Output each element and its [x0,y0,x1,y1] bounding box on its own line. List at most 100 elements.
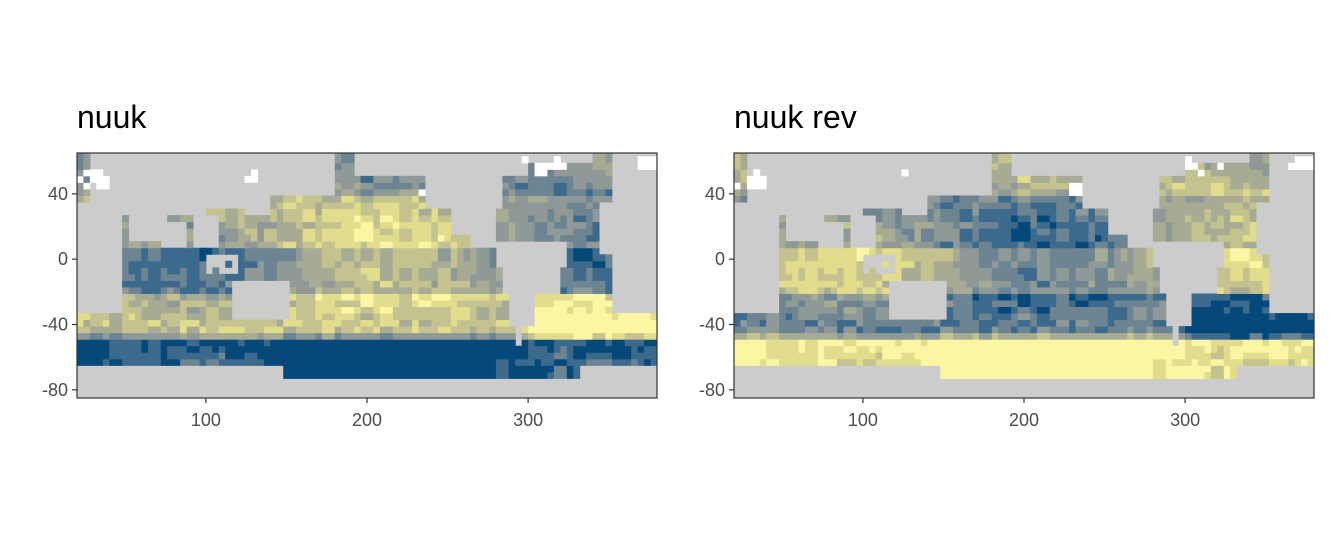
heatmap-cell [1217,228,1224,235]
heatmap-cell [277,267,284,274]
heatmap-cell [1153,352,1160,359]
heatmap-cell [747,339,754,346]
heatmap-cell [1011,254,1018,261]
heatmap-cell [393,352,400,359]
heatmap-cell [1108,248,1115,255]
heatmap-cell [187,287,194,294]
heatmap-cell [567,195,574,202]
heatmap-cell [90,346,97,353]
heatmap-cell [1018,222,1025,229]
heatmap-cell [805,352,812,359]
heatmap-cell [335,169,342,176]
heatmap-cell [1018,215,1025,222]
heatmap-cell [1243,189,1250,196]
heatmap-cell [212,313,219,320]
heatmap-cell [1011,248,1018,255]
heatmap-cell [174,280,181,287]
heatmap-cell [1166,228,1173,235]
heatmap-cell [1198,333,1205,340]
heatmap-cell [953,202,960,209]
heatmap-cell [876,326,883,333]
heatmap-cell [348,176,355,183]
heatmap-cell [77,195,84,202]
heatmap-cell [431,261,438,268]
heatmap-cell [863,313,870,320]
heatmap-cell [322,359,329,366]
heatmap-cell [1037,333,1044,340]
heatmap-cell [1224,293,1231,300]
heatmap-cell [277,326,284,333]
heatmap-cell [1095,346,1102,353]
heatmap-cell [1166,202,1173,209]
heatmap-cell [187,261,194,268]
heatmap-cell [1224,320,1231,327]
heatmap-cell [1108,365,1115,372]
heatmap-cell [921,267,928,274]
heatmap-cell [837,313,844,320]
heatmap-cell [580,280,587,287]
heatmap-cell [779,313,786,320]
heatmap-cell [927,339,934,346]
heatmap-cell [451,352,458,359]
heatmap-cell [1114,372,1121,379]
heatmap-cell [1243,287,1250,294]
heatmap-cell [985,280,992,287]
heatmap-cell [1153,293,1160,300]
heatmap-cell [148,326,155,333]
heatmap-cell [1237,300,1244,307]
heatmap-cell [876,352,883,359]
heatmap-cell [1159,346,1166,353]
heatmap-cell [335,235,342,242]
heatmap-cell [354,209,361,216]
heatmap-cell [953,248,960,255]
heatmap-cell [522,235,529,242]
heatmap-cell [966,261,973,268]
heatmap-cell [953,222,960,229]
heatmap-cell [1069,182,1076,189]
heatmap-cell [1030,235,1037,242]
heatmap-cell [895,267,902,274]
heatmap-cell [992,254,999,261]
heatmap-cell [1037,215,1044,222]
heatmap-cell [599,300,606,307]
heatmap-cell [406,359,413,366]
heatmap-cell [567,254,574,261]
heatmap-cell [161,339,168,346]
heatmap-cell [315,339,322,346]
heatmap-cell [1088,320,1095,327]
heatmap-cell [277,202,284,209]
heatmap-cell [580,235,587,242]
heatmap-cell [1146,326,1153,333]
heatmap-cell [361,235,368,242]
heatmap-cell [154,261,161,268]
heatmap-cell [528,195,535,202]
heatmap-cell [1005,228,1012,235]
heatmap-cell [1224,169,1231,176]
heatmap-cell [309,209,316,216]
heatmap-cell [373,313,380,320]
heatmap-cell [580,202,587,209]
heatmap-cell [277,359,284,366]
heatmap-cell [1121,372,1128,379]
heatmap-cell [425,248,432,255]
heatmap-cell [573,346,580,353]
heatmap-cell [805,346,812,353]
heatmap-cell [135,267,142,274]
heatmap-cell [315,274,322,281]
heatmap-cell [1166,359,1173,366]
heatmap-cell [554,202,561,209]
heatmap-cell [328,261,335,268]
heatmap-cell [1237,339,1244,346]
heatmap-cell [947,215,954,222]
heatmap-cell [1282,359,1289,366]
heatmap-cell [412,300,419,307]
heatmap-cell [1211,235,1218,242]
heatmap-cell [1024,313,1031,320]
heatmap-cell [470,346,477,353]
heatmap-cell [373,228,380,235]
heatmap-cell [1256,156,1263,163]
heatmap-cell [367,313,374,320]
heatmap-cell [341,280,348,287]
heatmap-cell [985,320,992,327]
heatmap-cell [1024,176,1031,183]
